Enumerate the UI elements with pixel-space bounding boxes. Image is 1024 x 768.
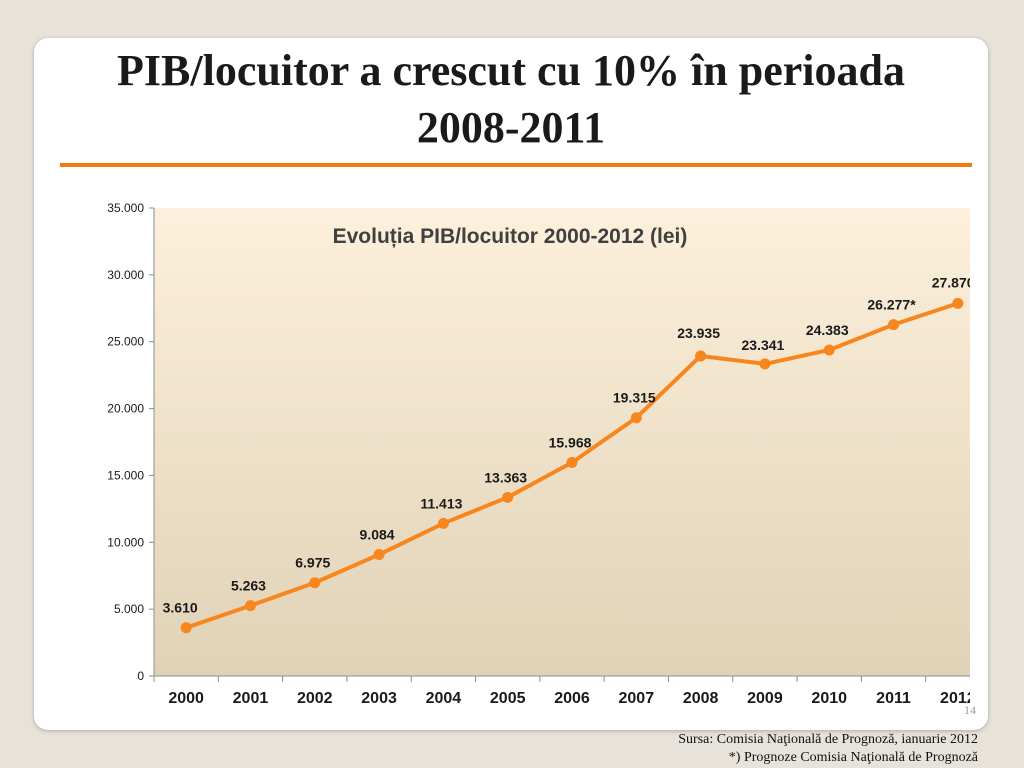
axes: 0 5.000 10.000 15.000 20.000 25.000 30.000 35.0… — [107, 201, 970, 707]
y-tick-label: 20.000 — [107, 402, 144, 416]
x-tick-label: 2008 — [683, 690, 719, 707]
x-tick-label: 2011 — [876, 690, 911, 707]
data-label: 15.968 — [549, 434, 592, 450]
source-line-2: *) Prognoze Comisia Naţională de Prognoz… — [728, 750, 978, 765]
x-tick-label: 2007 — [619, 690, 655, 707]
title-underline — [60, 163, 972, 167]
slide-title: PIB/locuitor a crescut cu 10% în perioad… — [34, 42, 988, 156]
data-label: 23.935 — [677, 325, 720, 341]
data-label: 5.263 — [231, 578, 266, 594]
y-tick-label: 0 — [137, 669, 144, 683]
data-point — [695, 350, 707, 362]
data-label: 26.277* — [867, 297, 916, 313]
y-tick-label: 35.000 — [107, 201, 144, 215]
data-point — [309, 577, 321, 589]
data-point — [566, 456, 578, 468]
x-tick-label: 2009 — [747, 690, 783, 707]
y-tick-label: 10.000 — [107, 535, 144, 549]
x-tick-label: 2006 — [554, 690, 590, 707]
chart-title: Evoluția PIB/locuitor 2000-2012 (lei) — [333, 225, 688, 248]
data-point — [888, 319, 900, 331]
y-tick-label: 15.000 — [107, 468, 144, 482]
data-point — [823, 344, 835, 356]
data-point — [373, 549, 385, 561]
x-tick-label: 2010 — [811, 690, 847, 707]
data-point — [180, 622, 192, 634]
x-tick-label: 2003 — [361, 690, 397, 707]
data-point — [952, 297, 964, 309]
data-point — [759, 358, 771, 370]
data-label: 6.975 — [295, 555, 330, 571]
data-label: 27.870* — [932, 274, 970, 290]
plot-area — [154, 208, 970, 676]
y-tick-label: 25.000 — [107, 335, 144, 349]
data-label: 24.383 — [806, 322, 849, 338]
x-tick-label: 2002 — [297, 690, 333, 707]
data-label: 11.413 — [420, 495, 462, 511]
series-layer: 3.610 5.263 6.975 9.084 11.413 13.363 15.968 19… — [163, 274, 970, 634]
data-label: 9.084 — [360, 527, 395, 543]
data-point — [437, 517, 449, 529]
data-label: 23.341 — [742, 337, 785, 353]
x-tick-label: 2004 — [426, 690, 462, 707]
y-tick-label: 5.000 — [114, 602, 144, 616]
data-label: 19.315 — [613, 390, 656, 406]
slide-title-line-1: PIB/locuitor a crescut cu 10% în perioad… — [117, 46, 905, 95]
x-tick-label: 2005 — [490, 690, 526, 707]
x-tick-label: 2000 — [168, 690, 204, 707]
data-label: 3.610 — [163, 600, 198, 616]
y-tick-label: 30.000 — [107, 268, 144, 282]
source-note: Sursa: Comisia Naţională de Prognoză, ia… — [678, 731, 978, 767]
data-point — [244, 600, 256, 612]
slide-title-line-2: 2008-2011 — [416, 103, 606, 152]
data-label: 13.363 — [484, 469, 527, 485]
x-tick-label: 2001 — [233, 690, 269, 707]
x-tick-label: 2012 — [940, 690, 970, 707]
line-chart: 0 5.000 10.000 15.000 20.000 25.000 30.000 35.0… — [107, 201, 970, 707]
data-point — [630, 412, 642, 424]
data-point — [502, 491, 514, 503]
slide: PIB/locuitor a crescut cu 10% în perioad… — [34, 38, 988, 730]
source-line-1: Sursa: Comisia Naţională de Prognoză, ia… — [678, 732, 978, 747]
page-number: 14 — [964, 703, 976, 717]
